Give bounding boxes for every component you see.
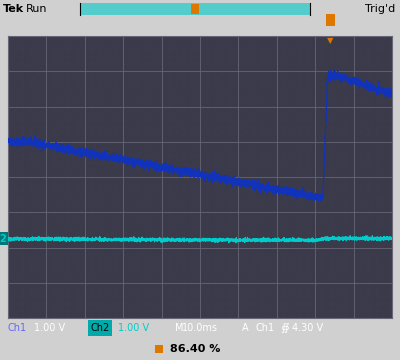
Text: M: M: [175, 323, 184, 333]
Text: A: A: [242, 323, 249, 333]
Text: Ch2: Ch2: [90, 323, 110, 333]
Text: ∯: ∯: [280, 323, 289, 333]
Bar: [88, 320, 112, 336]
Text: Ch1: Ch1: [8, 323, 27, 333]
Text: Tek: Tek: [3, 4, 24, 14]
Bar: [80, 3, 310, 15]
Text: 4.30 V: 4.30 V: [292, 323, 323, 333]
Text: Trig'd: Trig'd: [365, 4, 395, 14]
Text: 2: 2: [0, 234, 6, 244]
Bar: [155, 345, 163, 353]
Text: 1.00 V: 1.00 V: [34, 323, 65, 333]
Text: U: U: [327, 15, 334, 25]
Text: Ch1: Ch1: [256, 323, 275, 333]
Text: 10.0ms: 10.0ms: [182, 323, 218, 333]
Text: ▼: ▼: [327, 36, 334, 45]
Text: Run: Run: [26, 4, 48, 14]
Text: 1.00 V: 1.00 V: [118, 323, 149, 333]
Text: U: U: [191, 4, 199, 14]
Text: 86.40 %: 86.40 %: [170, 344, 220, 354]
